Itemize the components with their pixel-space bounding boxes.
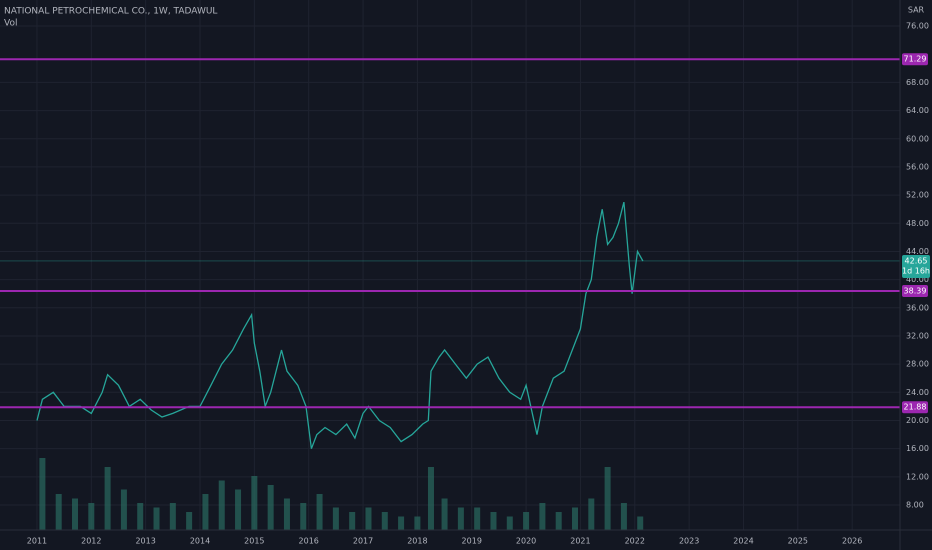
volume-bar xyxy=(316,494,323,530)
y-tick-label: 32.00 xyxy=(906,331,929,340)
y-tick-label: 48.00 xyxy=(906,219,929,228)
y-tick-label: 44.00 xyxy=(906,247,929,256)
volume-bar xyxy=(441,498,448,530)
y-tick-label: 76.00 xyxy=(906,22,929,31)
y-tick-label: 28.00 xyxy=(906,360,929,369)
volume-bar xyxy=(267,485,274,530)
volume-bar xyxy=(588,498,595,530)
volume-label: Vol xyxy=(4,19,17,29)
x-tick-label: 2022 xyxy=(625,537,645,546)
level-badge xyxy=(902,401,928,414)
last-price-badge xyxy=(902,254,930,278)
y-tick-label: 40.00 xyxy=(906,275,929,284)
x-tick-label: 2013 xyxy=(135,537,155,546)
x-tick-label: 2017 xyxy=(353,537,373,546)
level-label: 71.29 xyxy=(904,55,927,64)
volume-bar xyxy=(88,503,95,530)
y-tick-label: 60.00 xyxy=(906,134,929,143)
volume-bar xyxy=(474,507,481,530)
volume-bar xyxy=(490,512,497,530)
volume-bar xyxy=(235,489,242,530)
volume-bar xyxy=(539,503,546,530)
y-tick-label: 24.00 xyxy=(906,388,929,397)
volume-bar xyxy=(381,512,388,530)
currency: SAR xyxy=(908,6,925,15)
y-tick-label: 16.00 xyxy=(906,444,929,453)
y-tick-label: 52.00 xyxy=(906,191,929,200)
level-badge xyxy=(902,53,928,66)
symbol-title: NATIONAL PETROCHEMICAL CO., 1W, TADAWUL xyxy=(4,7,217,17)
volume-bar xyxy=(604,467,611,530)
volume-bar xyxy=(572,507,578,530)
x-tick-label: 2019 xyxy=(462,537,482,546)
y-tick-label: 8.00 xyxy=(906,500,924,509)
y-tick-label: 36.00 xyxy=(906,303,929,312)
x-tick-label: 2012 xyxy=(81,537,101,546)
countdown-label: 1d 16h xyxy=(902,266,930,275)
x-tick-label: 2024 xyxy=(733,537,753,546)
volume-bar xyxy=(153,507,160,530)
volume-bar xyxy=(506,516,513,530)
x-tick-label: 2011 xyxy=(27,537,47,546)
volume-bar xyxy=(555,512,562,530)
axes: 8.00 12.00 16.00 20.00 24.00 28.00 32.00 36.00 4… xyxy=(27,22,930,546)
volume-bar xyxy=(365,507,372,530)
volume-bar xyxy=(523,512,530,530)
volume-bar xyxy=(169,503,176,530)
volume-bar xyxy=(332,507,339,530)
volume-bar xyxy=(120,489,127,530)
volume-bar xyxy=(55,494,62,530)
volume-pane xyxy=(39,458,644,530)
x-tick-label: 2015 xyxy=(244,537,264,546)
plot xyxy=(0,58,900,449)
level-label: 21.88 xyxy=(904,403,927,412)
y-tick-label: 64.00 xyxy=(906,106,929,115)
x-tick-label: 2020 xyxy=(516,537,536,546)
volume-bar xyxy=(202,494,209,530)
grid xyxy=(0,0,900,530)
volume-bar xyxy=(300,503,307,530)
volume-bar xyxy=(457,507,464,530)
volume-bar xyxy=(137,503,144,530)
x-tick-label: 2026 xyxy=(842,537,862,546)
volume-bar xyxy=(414,516,421,530)
volume-bar xyxy=(186,512,193,530)
y-tick-label: 12.00 xyxy=(906,472,929,481)
level-badge xyxy=(902,284,928,297)
y-tick-label: 68.00 xyxy=(906,78,929,87)
x-tick-label: 2025 xyxy=(788,537,808,546)
y-tick-label: 20.00 xyxy=(906,416,929,425)
volume-bar xyxy=(349,512,356,530)
x-tick-label: 2018 xyxy=(407,537,427,546)
x-tick-label: 2021 xyxy=(570,537,590,546)
last-price-label: 42.65 xyxy=(905,256,928,265)
volume-bar xyxy=(620,503,627,530)
level-label: 38.39 xyxy=(904,286,927,295)
volume-bar xyxy=(637,516,644,530)
x-tick-label: 2014 xyxy=(190,537,210,546)
x-tick-label: 2023 xyxy=(679,537,699,546)
volume-bar xyxy=(72,498,78,530)
y-tick-label: 56.00 xyxy=(906,162,929,171)
volume-bar xyxy=(283,498,290,530)
volume-bar xyxy=(427,467,434,530)
volume-bar xyxy=(39,458,46,530)
volume-bar xyxy=(218,480,225,530)
volume-bar xyxy=(104,467,111,530)
volume-bar xyxy=(398,516,405,530)
x-tick-label: 2016 xyxy=(299,537,319,546)
volume-bar xyxy=(251,476,258,530)
